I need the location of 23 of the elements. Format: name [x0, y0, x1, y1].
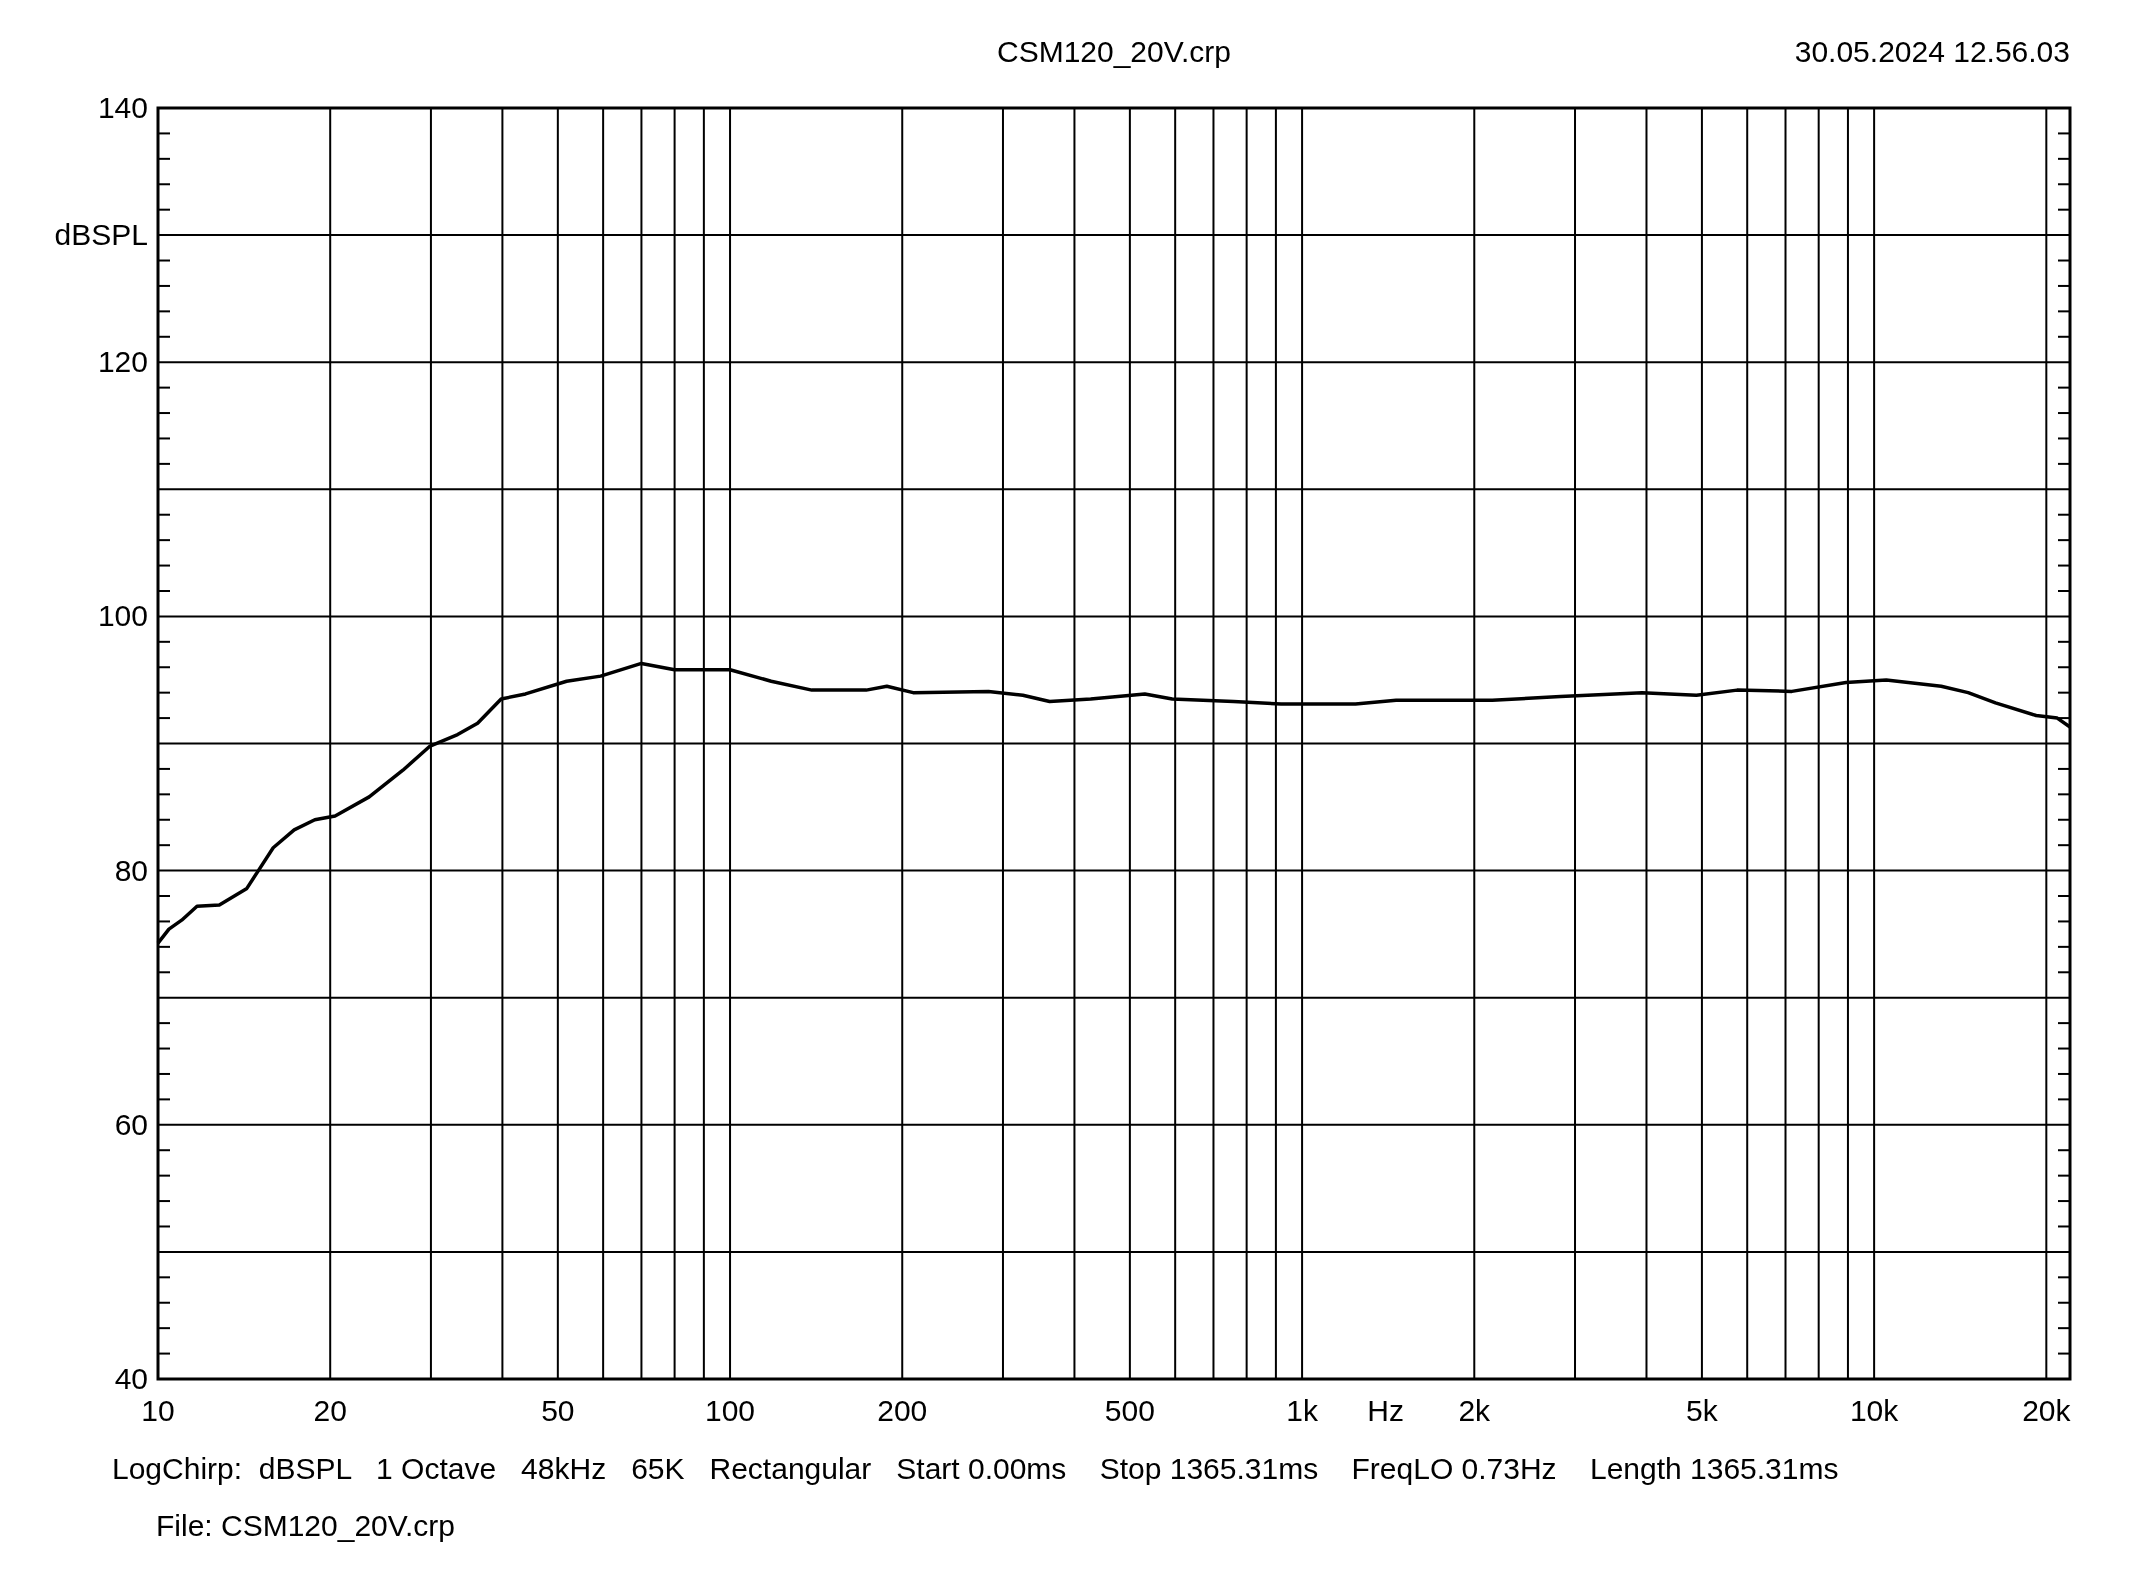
- x-tick-label: 5k: [1686, 1394, 1719, 1427]
- y-tick-label: 80: [114, 853, 148, 887]
- y-axis-title: dBSPL: [54, 218, 148, 252]
- y-tick-label: 100: [97, 599, 148, 633]
- x-tick-label: 2k: [1458, 1394, 1492, 1427]
- x-tick-label: 50: [541, 1394, 575, 1427]
- text: 30.05.2024 12.56.03: [1794, 35, 2070, 68]
- x-tick-label: 100: [705, 1394, 756, 1427]
- y-tick-label: 40: [114, 1362, 148, 1395]
- y-tick-label: 60: [114, 1107, 148, 1141]
- text: File: CSM120_20V.crp: [156, 1509, 456, 1542]
- x-tick-label: 200: [877, 1394, 928, 1427]
- x-tick-label: 20: [313, 1394, 347, 1427]
- text: LogChirp: dBSPL 1 Octave 48kHz 65K Rectangular Start 0.00ms Stop 1365.31ms FreqLO 0.73Hz Length 1365.31ms: [112, 1452, 1839, 1485]
- x-axis-title: Hz: [1367, 1394, 1405, 1427]
- y-tick-label: 140: [97, 91, 148, 124]
- y-tick-label: 120: [97, 345, 148, 379]
- x-tick-label: 10: [141, 1394, 175, 1427]
- x-tick-label: 1k: [1286, 1394, 1319, 1427]
- chart-title: CSM120_20V.crp: [996, 35, 1232, 68]
- x-tick-label: 500: [1104, 1394, 1155, 1427]
- x-tick-label: 10k: [1849, 1394, 1900, 1427]
- x-tick-label: 20k: [2022, 1394, 2072, 1427]
